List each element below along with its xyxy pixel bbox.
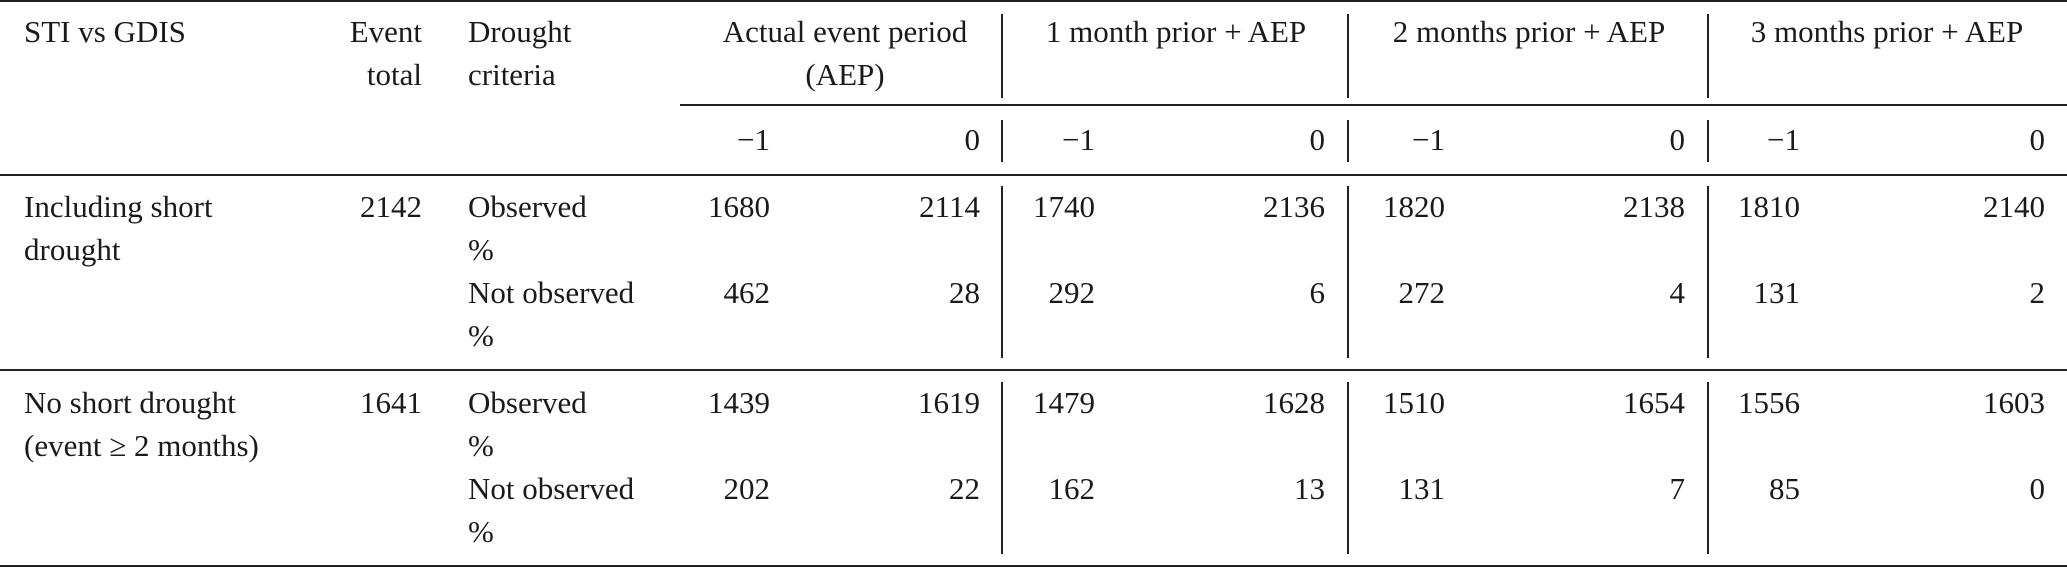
- table-cell: 162: [1048, 471, 1096, 506]
- top-rule: [0, 0, 2067, 2]
- group-divider-2-sub: [1347, 120, 1349, 162]
- group-divider-2-row1: [1347, 186, 1349, 358]
- table-cell: 28: [949, 275, 980, 310]
- subheader-zero: 0: [964, 122, 981, 157]
- header-event: Event: [349, 14, 422, 49]
- table-cell: 131: [1398, 471, 1446, 506]
- group-divider-2-row2: [1347, 382, 1349, 554]
- criteria-pct: %: [468, 514, 494, 549]
- table-cell: 4: [1669, 275, 1686, 310]
- header-criteria: criteria: [468, 57, 556, 92]
- table-cell: 1628: [1263, 385, 1325, 420]
- group-divider-1-row1: [1001, 186, 1003, 358]
- table-cell: 2140: [1983, 189, 2045, 224]
- table-cell: 7: [1669, 471, 1686, 506]
- table-cell: 131: [1753, 275, 1801, 310]
- header-drought: Drought: [468, 14, 572, 49]
- row-label: Including short: [24, 189, 213, 224]
- table-cell: 85: [1769, 471, 1800, 506]
- row-label: drought: [24, 232, 121, 267]
- criteria-label: Not observed: [468, 471, 635, 506]
- subheader-minus1: −1: [1062, 122, 1095, 157]
- table-cell: 202: [723, 471, 771, 506]
- criteria-label: Not observed: [468, 275, 635, 310]
- header-bottom-rule: [0, 174, 2067, 176]
- header-sti-vs-gdis: STI vs GDIS: [24, 14, 186, 49]
- row-label: (event ≥ 2 months): [24, 428, 259, 463]
- group-divider-3-sub: [1707, 120, 1709, 162]
- table-cell: 1810: [1738, 189, 1800, 224]
- table-cell: 2: [2029, 275, 2046, 310]
- subheader-minus1: −1: [1412, 122, 1445, 157]
- row-separator-rule: [0, 369, 2067, 371]
- group-divider-3-row1: [1707, 186, 1709, 358]
- criteria-label: Observed: [468, 189, 587, 224]
- table-cell: 1654: [1623, 385, 1685, 420]
- subheader-minus1: −1: [737, 122, 770, 157]
- table-cell: 1680: [708, 189, 770, 224]
- table-cell: 2138: [1623, 189, 1685, 224]
- group-divider-2-header: [1347, 14, 1349, 98]
- subheader-zero: 0: [1309, 122, 1326, 157]
- row-event-total: 1641: [360, 385, 422, 420]
- group-header-rule: [680, 104, 2067, 106]
- table-cell: 22: [949, 471, 980, 506]
- bottom-rule: [0, 565, 2067, 567]
- table-cell: 1439: [708, 385, 770, 420]
- subheader-zero: 0: [1669, 122, 1686, 157]
- criteria-pct: %: [468, 232, 494, 267]
- table-cell: 1556: [1738, 385, 1800, 420]
- table-cell: 2114: [919, 189, 980, 224]
- table-cell: 1510: [1383, 385, 1445, 420]
- table-cell: 462: [723, 275, 771, 310]
- criteria-pct: %: [468, 428, 494, 463]
- row-event-total: 2142: [360, 189, 422, 224]
- table-cell: 272: [1398, 275, 1446, 310]
- table-cell: 1619: [918, 385, 980, 420]
- table-cell: 292: [1048, 275, 1096, 310]
- group-divider-1-sub: [1001, 120, 1003, 162]
- table-cell: 2136: [1263, 189, 1325, 224]
- table-cell: 1603: [1983, 385, 2045, 420]
- group-divider-1-header: [1001, 14, 1003, 98]
- group-header-2-months: 2 months prior + AEP: [1392, 14, 1666, 49]
- subheader-zero: 0: [2029, 122, 2046, 157]
- table-cell: 1820: [1383, 189, 1445, 224]
- criteria-pct: %: [468, 318, 494, 353]
- header-total: total: [366, 57, 422, 92]
- group-divider-3-header: [1707, 14, 1709, 98]
- table-cell: 1740: [1033, 189, 1095, 224]
- table-cell: 0: [2029, 471, 2046, 506]
- group-header-3-months: 3 months prior + AEP: [1750, 14, 2024, 49]
- table-cell: 6: [1309, 275, 1326, 310]
- group-divider-3-row2: [1707, 382, 1709, 554]
- group-header-aep-line1: Actual event period: [722, 14, 968, 49]
- row-label: No short drought: [24, 385, 236, 420]
- group-divider-1-row2: [1001, 382, 1003, 554]
- group-header-1-month: 1 month prior + AEP: [1045, 14, 1307, 49]
- table-cell: 13: [1294, 471, 1325, 506]
- group-header-aep-line2: (AEP): [805, 57, 885, 92]
- table-cell: 1479: [1033, 385, 1095, 420]
- criteria-label: Observed: [468, 385, 587, 420]
- subheader-minus1: −1: [1767, 122, 1800, 157]
